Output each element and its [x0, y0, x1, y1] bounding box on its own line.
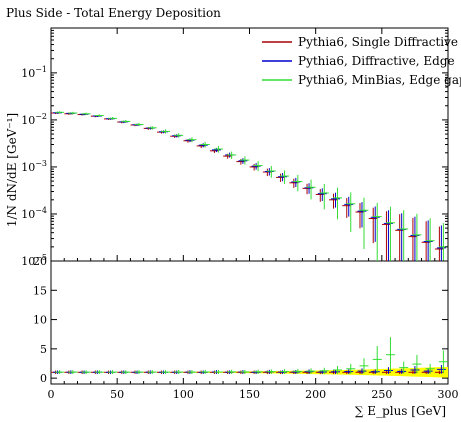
x-tick-label: 0	[48, 388, 55, 401]
series-2	[55, 111, 448, 261]
x-tick-label: 100	[173, 388, 194, 401]
x-axis-label: ∑ E_plus [GeV]	[355, 404, 446, 418]
ratio-y-tick-label: 15	[33, 284, 47, 297]
y-tick-label: 10−3	[21, 159, 47, 174]
legend-entry: Pythia6, Single Diffractive	[298, 35, 458, 49]
y-tick-label: 10−1	[21, 65, 47, 80]
legend-entry: Pythia6, MinBias, Edge gap	[298, 73, 461, 87]
y-tick-label: 10−4	[21, 206, 47, 221]
ratio-series-2	[55, 337, 448, 375]
series-1	[53, 111, 446, 261]
x-tick-label: 200	[305, 388, 326, 401]
main-plot-area	[51, 111, 448, 261]
series-0	[51, 112, 444, 261]
chart-title: Plus Side - Total Energy Deposition	[6, 6, 221, 20]
legend-entry: Pythia6, Diffractive, Edge	[298, 54, 455, 68]
ratio-y-tick-label: 5	[40, 343, 47, 356]
ratio-uncertainty-band	[51, 367, 448, 378]
x-tick-label: 50	[110, 388, 124, 401]
axes: 0 50 100 150 200 250 300 10−1 10−2 10−3 10−4 10−5 0 5…	[21, 27, 459, 401]
ratio-y-tick-label: 10	[33, 314, 47, 327]
x-tick-label: 250	[371, 388, 392, 401]
x-tick-label: 300	[438, 388, 459, 401]
y-axis-label: 1/N dN/dE [GeV⁻¹]	[5, 113, 19, 227]
ratio-y-tick-label: 0	[40, 372, 47, 385]
y-tick-label: 10−5	[21, 253, 47, 268]
ratio-y-tick-label: 20	[33, 255, 47, 268]
x-tick-label: 150	[239, 388, 260, 401]
ratio-plot-frame	[50, 260, 449, 385]
legend: Pythia6, Single Diffractive Pythia6, Diff…	[262, 35, 461, 87]
y-tick-label: 10−2	[21, 112, 47, 127]
ratio-plot-area	[51, 337, 448, 378]
